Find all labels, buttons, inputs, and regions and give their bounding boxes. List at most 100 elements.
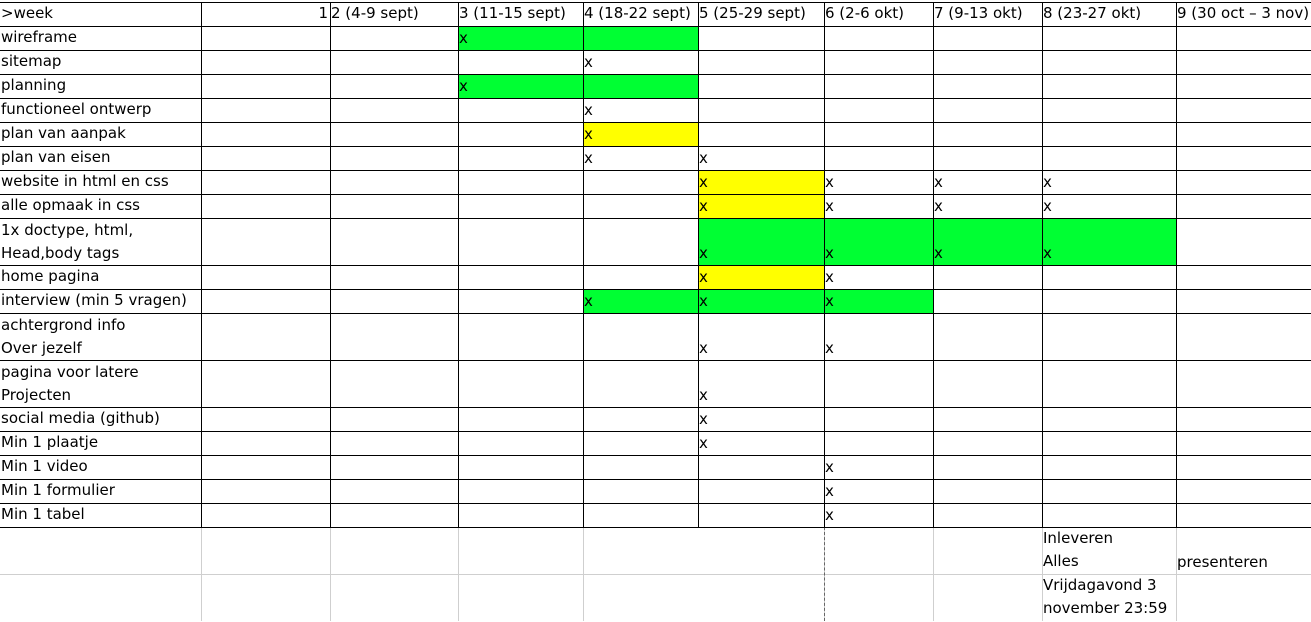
task-mark[interactable]: x (699, 386, 708, 404)
column-border (824, 2, 825, 527)
task-mark[interactable]: x (584, 292, 593, 310)
column-border (1042, 2, 1043, 527)
task-mark[interactable]: x (825, 244, 834, 262)
week-8-header[interactable]: 8 (23-27 okt) (1043, 4, 1142, 22)
task-mark[interactable]: x (699, 410, 708, 428)
row-border (0, 170, 1311, 171)
row-border (0, 2, 1311, 3)
week-9-header[interactable]: 9 (30 oct – 3 nov) (1177, 4, 1310, 22)
task-label[interactable]: plan van aanpak (1, 124, 126, 142)
task-label[interactable]: plan van eisen (1, 148, 111, 166)
highlight-fill-green (824, 289, 933, 313)
task-mark[interactable]: x (825, 458, 834, 476)
highlight-fill-green (824, 218, 933, 265)
deadline-note-line[interactable]: Alles (1043, 552, 1079, 570)
column-border (933, 2, 934, 527)
week-7-header[interactable]: 7 (9-13 okt) (934, 4, 1023, 22)
task-mark[interactable]: x (825, 197, 834, 215)
task-label[interactable]: pagina voor latere Projecten (1, 363, 139, 404)
task-mark[interactable]: x (825, 339, 834, 357)
task-mark[interactable]: x (1043, 244, 1052, 262)
task-mark[interactable]: x (699, 149, 708, 167)
task-mark[interactable]: x (699, 339, 708, 357)
task-label[interactable]: Min 1 tabel (1, 505, 85, 523)
task-mark[interactable]: x (584, 101, 593, 119)
deadline-note-line[interactable]: Vrijdagavond 3 (1043, 576, 1157, 594)
highlight-fill-yellow (698, 265, 824, 289)
task-label[interactable]: wireframe (1, 28, 77, 46)
row-border (0, 407, 1311, 408)
task-mark[interactable]: x (699, 268, 708, 286)
task-mark[interactable]: x (934, 173, 943, 191)
task-label[interactable]: alle opmaak in css (1, 196, 140, 214)
row-border (0, 218, 1311, 219)
task-mark[interactable]: x (699, 197, 708, 215)
task-label[interactable]: website in html en css (1, 172, 169, 190)
task-mark[interactable]: x (825, 173, 834, 191)
highlight-fill-green (583, 289, 698, 313)
row-border (0, 26, 1311, 27)
highlight-fill-green (583, 26, 698, 50)
task-label[interactable]: functioneel ontwerp (1, 100, 152, 118)
week-6-header[interactable]: 6 (2-6 okt) (825, 4, 905, 22)
highlight-fill-green (458, 26, 583, 50)
row-border (0, 194, 1311, 195)
deadline-note-line[interactable]: november 23:59 (1043, 599, 1168, 617)
week-1-header[interactable]: 1 (318, 4, 328, 22)
task-mark[interactable]: x (825, 268, 834, 286)
task-mark[interactable]: x (459, 29, 468, 47)
row-border (0, 503, 1311, 504)
task-mark[interactable]: x (1043, 197, 1052, 215)
row-border (0, 313, 1311, 314)
task-mark[interactable]: x (584, 53, 593, 71)
task-label[interactable]: interview (min 5 vragen) (1, 291, 187, 309)
highlight-fill-green (698, 218, 824, 265)
row-border (0, 479, 1311, 480)
row-border (0, 146, 1311, 147)
task-label[interactable]: 1x doctype, html, Head,body tags (1, 221, 134, 262)
task-label[interactable]: planning (1, 76, 67, 94)
task-mark[interactable]: x (459, 77, 468, 95)
task-label[interactable]: achtergrond info Over jezelf (1, 316, 126, 357)
task-mark[interactable]: x (825, 482, 834, 500)
highlight-fill-green (933, 218, 1042, 265)
row-border (0, 98, 1311, 99)
week-3-header[interactable]: 3 (11-15 sept) (459, 4, 566, 22)
column-border (583, 2, 584, 527)
task-label[interactable]: social media (github) (1, 409, 160, 427)
task-mark[interactable]: x (934, 244, 943, 262)
highlight-fill-green (583, 74, 698, 98)
highlight-fill-green (1042, 218, 1176, 265)
deadline-note-line[interactable]: Inleveren (1043, 529, 1114, 547)
task-label[interactable]: Min 1 formulier (1, 481, 115, 499)
row-border (0, 74, 1311, 75)
task-mark[interactable]: x (1043, 173, 1052, 191)
task-mark[interactable]: x (584, 125, 593, 143)
row-border (0, 289, 1311, 290)
page-break-line (824, 527, 825, 621)
presentation-note[interactable]: presenteren (1177, 553, 1268, 571)
week-4-header[interactable]: 4 (18-22 sept) (584, 4, 691, 22)
highlight-fill-green (458, 74, 583, 98)
task-mark[interactable]: x (584, 149, 593, 167)
column-border (458, 2, 459, 527)
task-label[interactable]: Min 1 plaatje (1, 433, 99, 451)
task-mark[interactable]: x (699, 173, 708, 191)
week-header-label[interactable]: >week (1, 4, 53, 22)
task-mark[interactable]: x (825, 292, 834, 310)
task-mark[interactable]: x (934, 197, 943, 215)
task-mark[interactable]: x (825, 506, 834, 524)
task-mark[interactable]: x (699, 292, 708, 310)
week-2-header[interactable]: 2 (4-9 sept) (331, 4, 419, 22)
row-border (0, 360, 1311, 361)
task-mark[interactable]: x (699, 434, 708, 452)
task-label[interactable]: sitemap (1, 52, 62, 70)
row-border (0, 527, 1311, 528)
task-mark[interactable]: x (699, 244, 708, 262)
column-border (698, 2, 699, 527)
week-5-header[interactable]: 5 (25-29 sept) (699, 4, 806, 22)
task-label[interactable]: home pagina (1, 267, 100, 285)
task-label[interactable]: Min 1 video (1, 457, 88, 475)
column-border (1176, 2, 1177, 527)
